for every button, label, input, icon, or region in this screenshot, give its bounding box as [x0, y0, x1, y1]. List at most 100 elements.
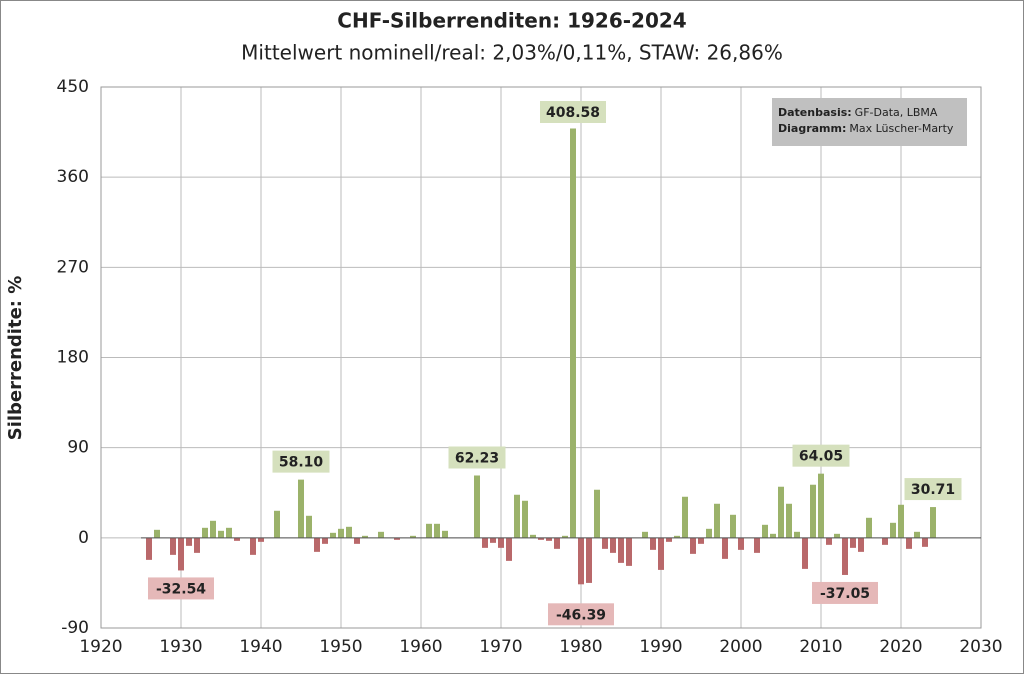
- bar: [554, 537, 560, 549]
- value-label-group: 408.58: [540, 101, 606, 123]
- bar: [346, 526, 352, 538]
- x-tick-label: 1940: [239, 637, 282, 657]
- y-tick-label: 270: [57, 257, 89, 277]
- bar: [778, 486, 784, 538]
- source-text: Diagramm: Max Lüscher-Marty: [778, 122, 954, 135]
- bar: [258, 537, 264, 542]
- y-tick-label: 180: [57, 348, 89, 368]
- bar: [194, 537, 200, 553]
- bar: [578, 537, 584, 585]
- bar: [298, 479, 304, 538]
- bar: [170, 537, 176, 555]
- x-tick-label: 1990: [639, 637, 682, 657]
- value-label-box: [904, 478, 962, 501]
- bar: [562, 535, 568, 538]
- x-tick-label: 1930: [159, 637, 202, 657]
- source-value: GF-Data, LBMA: [855, 106, 938, 119]
- chart-subtitle: Mittelwert nominell/real: 2,03%/0,11%, S…: [241, 41, 783, 65]
- bar: [898, 504, 904, 538]
- bar: [666, 537, 672, 542]
- bar: [186, 537, 192, 546]
- plot-border: [100, 86, 982, 629]
- value-label: 62.23: [455, 450, 499, 466]
- source-box: [772, 98, 967, 146]
- bar: [658, 537, 664, 570]
- value-label-box: [540, 101, 606, 123]
- bar: [234, 537, 240, 541]
- bar: [394, 537, 400, 540]
- bar: [546, 537, 552, 541]
- value-label-group: -37.05: [812, 581, 878, 604]
- value-label: 64.05: [799, 449, 843, 465]
- bar: [482, 537, 488, 548]
- bar: [794, 531, 800, 538]
- bar: [674, 535, 680, 538]
- bar: [474, 475, 480, 538]
- bar: [250, 537, 256, 555]
- y-tick-label: 450: [57, 77, 89, 97]
- bar: [434, 523, 440, 538]
- bar: [362, 535, 368, 538]
- bar: [914, 531, 920, 538]
- value-label-group: -32.54: [148, 577, 214, 600]
- bar: [722, 537, 728, 559]
- bar: [866, 517, 872, 538]
- y-tick-label: 90: [67, 438, 89, 458]
- bar: [906, 537, 912, 549]
- bar: [306, 515, 312, 538]
- bar: [322, 537, 328, 544]
- bar: [226, 527, 232, 538]
- value-label: -32.54: [156, 581, 206, 597]
- x-tick-label: 2030: [959, 637, 1002, 657]
- bar: [698, 537, 704, 544]
- x-tick-label: 2000: [719, 637, 762, 657]
- bar: [762, 524, 768, 538]
- bar: [842, 537, 848, 575]
- value-label-group: 64.05: [792, 444, 850, 467]
- bar: [858, 537, 864, 552]
- bar: [498, 537, 504, 548]
- bar: [714, 503, 720, 538]
- bar: [754, 537, 760, 553]
- bar: [442, 530, 448, 538]
- bar: [930, 507, 936, 538]
- bar: [826, 537, 832, 545]
- bar: [314, 537, 320, 552]
- bar: [922, 537, 928, 547]
- value-label-box: [792, 444, 850, 467]
- bar: [178, 537, 184, 571]
- value-label-box: [812, 581, 878, 604]
- x-tick-label: 2010: [799, 637, 842, 657]
- source-label: Diagramm:: [778, 122, 846, 135]
- bar: [530, 534, 536, 538]
- x-tick-label: 1920: [79, 637, 122, 657]
- bar: [730, 514, 736, 538]
- bar: [522, 500, 528, 538]
- y-tick-label: -90: [61, 618, 89, 638]
- x-tick-label: 1970: [479, 637, 522, 657]
- bar: [810, 484, 816, 538]
- y-tick-label: 360: [57, 167, 89, 187]
- bar: [690, 537, 696, 554]
- bar: [570, 128, 576, 538]
- value-label-group: 62.23: [448, 446, 506, 469]
- bar: [146, 537, 152, 560]
- value-label-box: [448, 446, 506, 469]
- value-label-box: [548, 603, 614, 626]
- bar: [682, 496, 688, 538]
- bar: [410, 535, 416, 538]
- value-label: -37.05: [820, 586, 870, 602]
- bar: [378, 531, 384, 538]
- bar: [154, 529, 160, 538]
- bar: [626, 537, 632, 566]
- bar: [586, 537, 592, 583]
- bar: [354, 537, 360, 544]
- bar: [514, 494, 520, 538]
- bar: [650, 537, 656, 550]
- bar: [426, 523, 432, 538]
- value-label: 408.58: [546, 105, 600, 121]
- value-label-group: 30.71: [904, 478, 962, 501]
- bar: [338, 528, 344, 538]
- bar: [490, 537, 496, 543]
